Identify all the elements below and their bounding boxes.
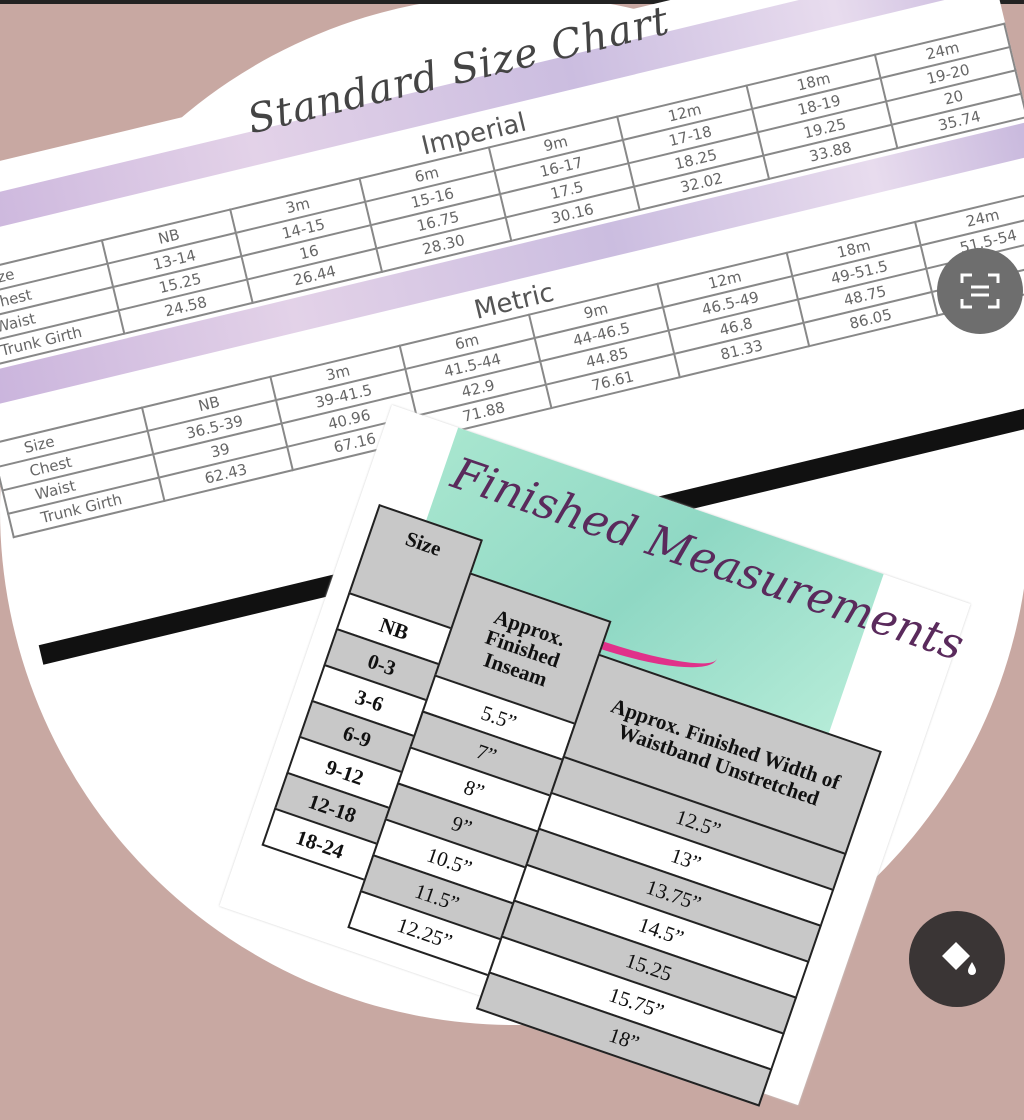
- scan-text-icon: [960, 273, 1000, 309]
- top-border: [0, 0, 1024, 4]
- paint-bucket-button[interactable]: [909, 911, 1005, 1007]
- paint-bucket-icon: [942, 942, 976, 975]
- scan-text-button[interactable]: [937, 248, 1023, 334]
